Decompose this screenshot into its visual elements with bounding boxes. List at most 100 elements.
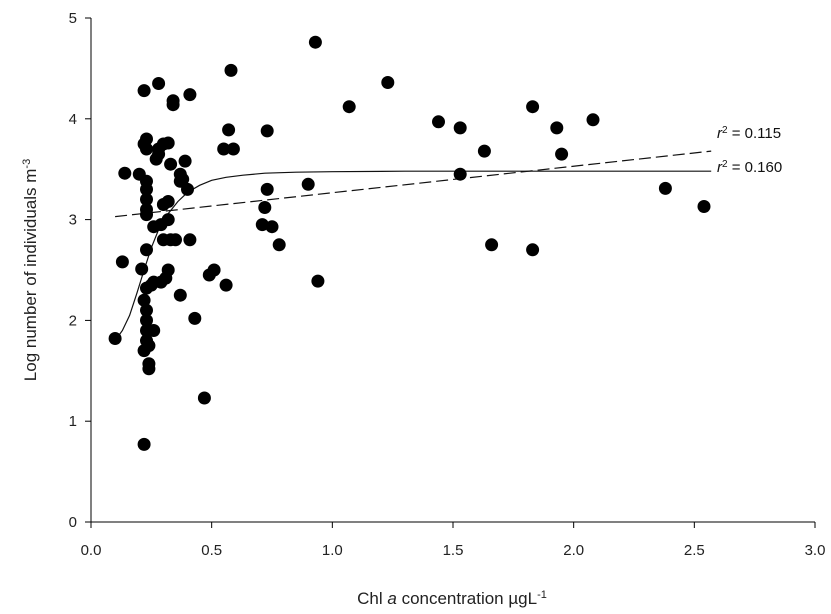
- data-point: [526, 243, 540, 257]
- x-tick-label: 0.5: [201, 542, 222, 559]
- x-axis-title-italic: a: [387, 589, 396, 608]
- data-point: [152, 77, 166, 90]
- x-tick-label: 3.0: [805, 542, 826, 559]
- data-point: [301, 177, 315, 191]
- x-tick-label: 0.0: [81, 542, 102, 559]
- data-point: [188, 311, 202, 325]
- data-point: [169, 233, 182, 247]
- data-point: [381, 76, 395, 89]
- y-tick-label: 1: [69, 413, 77, 430]
- data-point: [137, 437, 151, 451]
- data-point: [164, 157, 178, 171]
- y-tick-label: 2: [69, 312, 77, 329]
- x-axis-title: Chl a concentration µgL-1: [357, 589, 547, 608]
- data-point: [183, 88, 197, 102]
- data-point: [140, 208, 153, 222]
- data-point: [550, 121, 564, 135]
- data-point: [586, 113, 600, 127]
- data-point: [697, 200, 711, 213]
- y-tick-label: 0: [69, 514, 77, 531]
- data-point: [222, 123, 236, 137]
- data-point: [181, 182, 194, 196]
- fit-label-solid-r: r: [717, 159, 723, 176]
- data-point: [176, 172, 190, 186]
- data-points: [108, 35, 711, 451]
- data-point: [118, 166, 132, 180]
- data-point: [432, 115, 445, 129]
- data-point: [142, 339, 156, 353]
- data-point: [207, 263, 221, 277]
- x-axis-title-sup: -1: [537, 589, 547, 601]
- y-tick-label: 3: [69, 212, 77, 229]
- data-point: [526, 100, 540, 114]
- data-point: [161, 213, 175, 227]
- fit-label-dashed: r2 = 0.115: [717, 125, 781, 143]
- data-point: [140, 313, 153, 327]
- data-point: [161, 263, 175, 277]
- y-axis-title-sup: -3: [21, 159, 33, 169]
- data-point: [555, 147, 569, 161]
- data-point: [308, 35, 322, 49]
- data-point: [137, 84, 151, 98]
- data-point: [140, 303, 153, 317]
- data-point: [108, 332, 122, 345]
- data-point: [140, 243, 153, 257]
- fit-lines: [114, 150, 712, 341]
- data-point: [311, 274, 325, 288]
- data-point: [161, 136, 175, 150]
- data-point: [152, 147, 166, 161]
- linear-fit-line: [115, 150, 712, 218]
- data-point: [224, 63, 238, 77]
- data-point: [161, 195, 175, 208]
- data-point: [178, 154, 192, 168]
- data-point: [183, 233, 197, 247]
- data-point: [142, 362, 156, 376]
- data-point: [135, 262, 149, 276]
- data-point: [453, 121, 467, 135]
- data-point: [217, 142, 231, 156]
- data-point: [147, 324, 161, 337]
- data-point: [137, 293, 151, 307]
- data-point: [265, 220, 279, 234]
- y-axis-title-main: Log number of individuals m: [21, 169, 40, 382]
- data-point: [197, 391, 211, 405]
- axes: 0.0 0.5 1.0 1.5 2.0 2.5 3.0 0 1 2 3 4 5: [69, 10, 826, 559]
- fit-label-dashed-value: = 0.115: [728, 125, 782, 142]
- data-point: [453, 167, 467, 181]
- data-point: [260, 182, 274, 196]
- data-point: [115, 255, 129, 269]
- sigmoid-fit-line: [114, 170, 712, 341]
- y-tick-label: 4: [69, 111, 77, 128]
- data-point: [477, 144, 491, 158]
- fit-label-dashed-r: r: [717, 125, 723, 142]
- data-point: [226, 142, 240, 156]
- data-point: [342, 100, 356, 114]
- data-point: [485, 238, 499, 252]
- data-point: [140, 192, 153, 206]
- x-axis-title-prefix: Chl: [357, 589, 387, 608]
- data-point: [140, 132, 153, 146]
- x-axis-title-rest: concentration µgL: [397, 589, 537, 608]
- fit-label-solid-value: = 0.160: [728, 159, 783, 176]
- data-point: [140, 142, 153, 156]
- data-point: [258, 201, 272, 214]
- fit-labels: r2 = 0.115 r2 = 0.160: [717, 125, 782, 177]
- data-point: [272, 238, 286, 252]
- data-point: [260, 124, 274, 138]
- x-tick-label: 1.0: [322, 542, 343, 559]
- fit-label-dashed-sup: 2: [722, 125, 728, 136]
- y-axis-title: Log number of individuals m-3: [21, 159, 40, 381]
- fit-label-solid: r2 = 0.160: [717, 159, 782, 177]
- data-point: [255, 218, 269, 232]
- y-tick-label: 5: [69, 10, 77, 27]
- data-point: [173, 288, 187, 302]
- x-tick-label: 1.5: [443, 542, 464, 559]
- data-point: [140, 182, 153, 196]
- data-point: [219, 278, 233, 292]
- data-point: [166, 98, 180, 112]
- fit-label-solid-sup: 2: [722, 159, 728, 170]
- data-point: [658, 181, 672, 195]
- x-tick-label: 2.5: [684, 542, 705, 559]
- x-tick-label: 2.0: [563, 542, 584, 559]
